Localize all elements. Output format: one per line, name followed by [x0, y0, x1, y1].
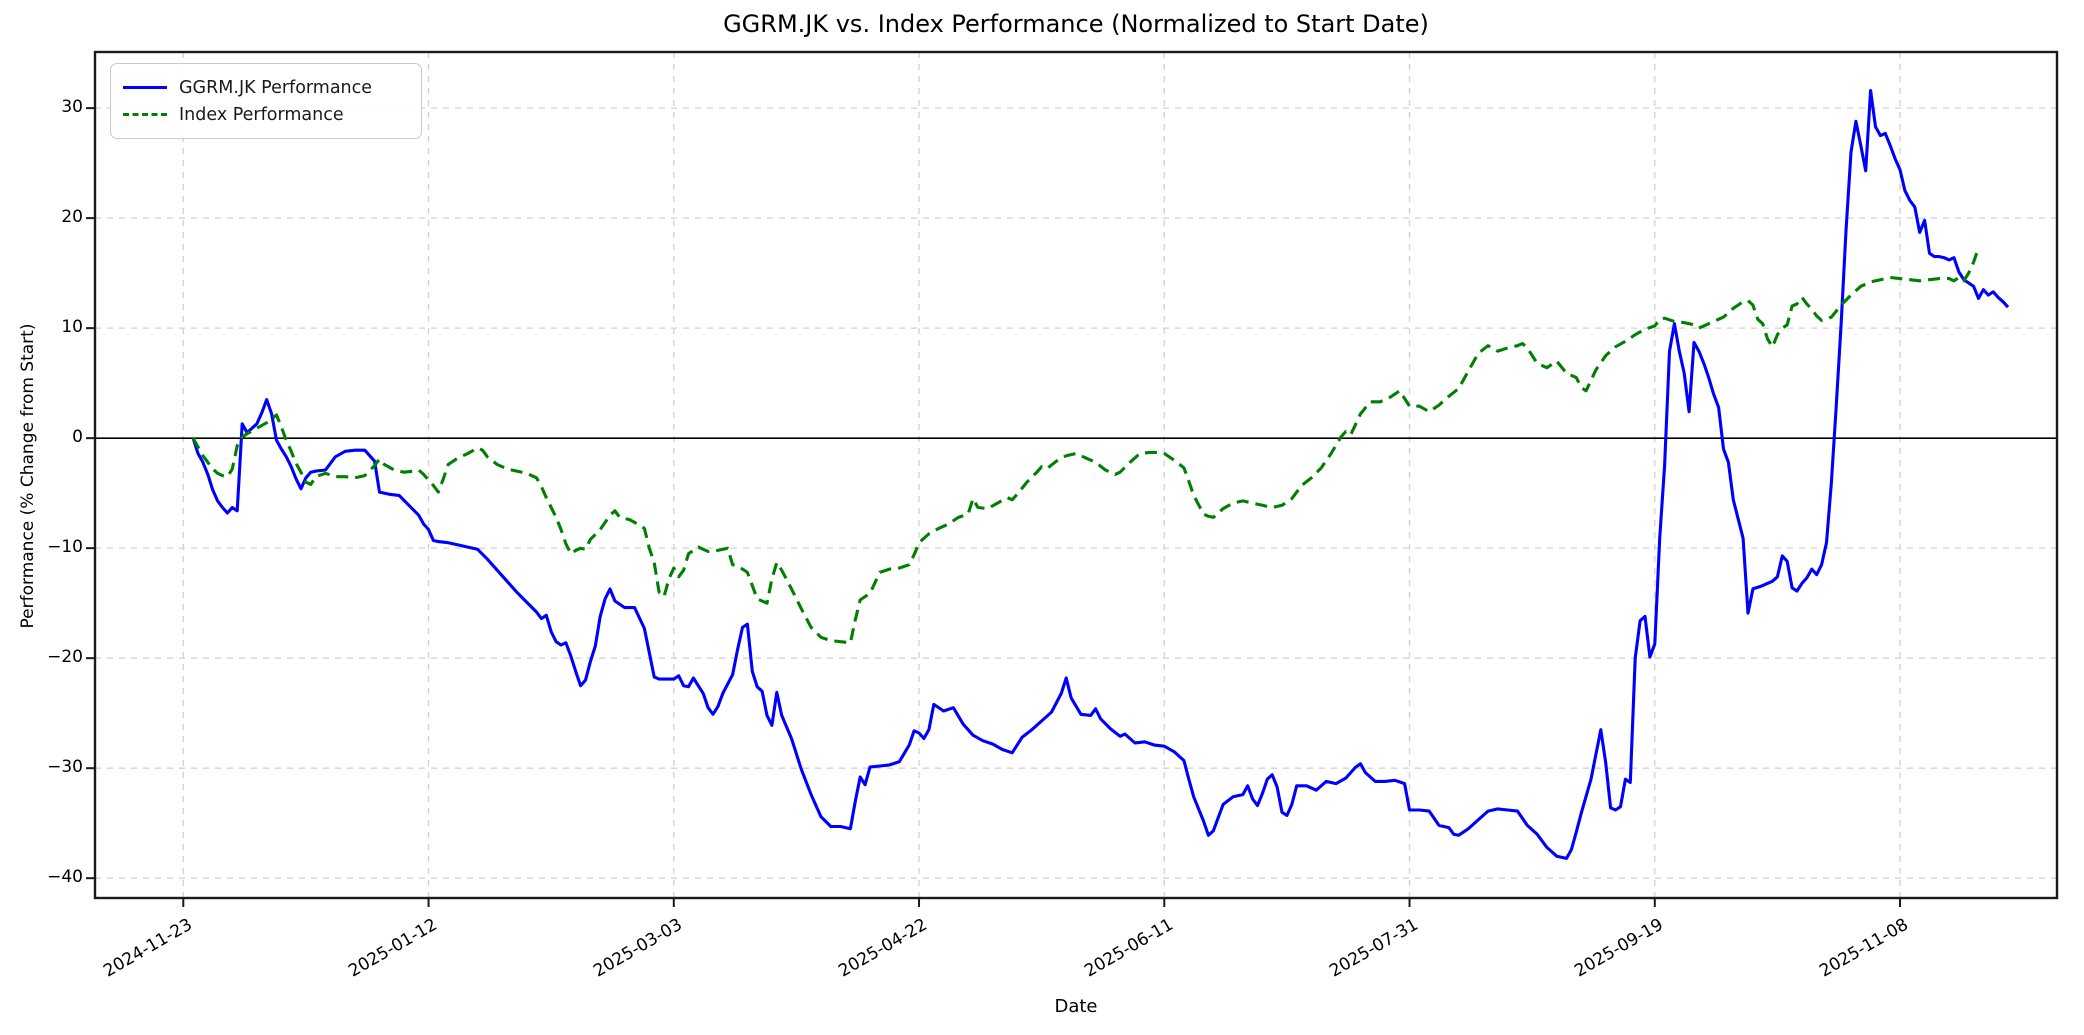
legend: GGRM.JK Performance Index Performance — [110, 63, 422, 139]
y-tick-label: 0 — [72, 427, 83, 448]
y-tick-label: 30 — [61, 97, 83, 118]
y-tick-label: 20 — [61, 207, 83, 228]
legend-item-index: Index Performance — [123, 101, 407, 128]
index-line-swatch — [123, 113, 167, 116]
chart-title: GGRM.JK vs. Index Performance (Normalize… — [723, 10, 1429, 38]
legend-item-ggrm: GGRM.JK Performance — [123, 74, 407, 101]
ggrm-line-swatch — [123, 86, 167, 89]
legend-label-index: Index Performance — [179, 104, 344, 125]
y-tick-label: 10 — [61, 317, 83, 338]
ggrm-series-line — [191, 88, 2010, 860]
y-tick-label: −40 — [47, 867, 83, 888]
legend-label-ggrm: GGRM.JK Performance — [179, 77, 373, 98]
y-tick-label: −10 — [47, 537, 83, 558]
y-tick-label: −20 — [47, 647, 83, 668]
y-tick-label: −30 — [47, 757, 83, 778]
plot-border — [93, 50, 2059, 900]
y-axis-label: Performance (% Change from Start) — [18, 323, 38, 629]
index-series-line — [191, 247, 1980, 645]
x-axis-label: Date — [1054, 996, 1098, 1017]
